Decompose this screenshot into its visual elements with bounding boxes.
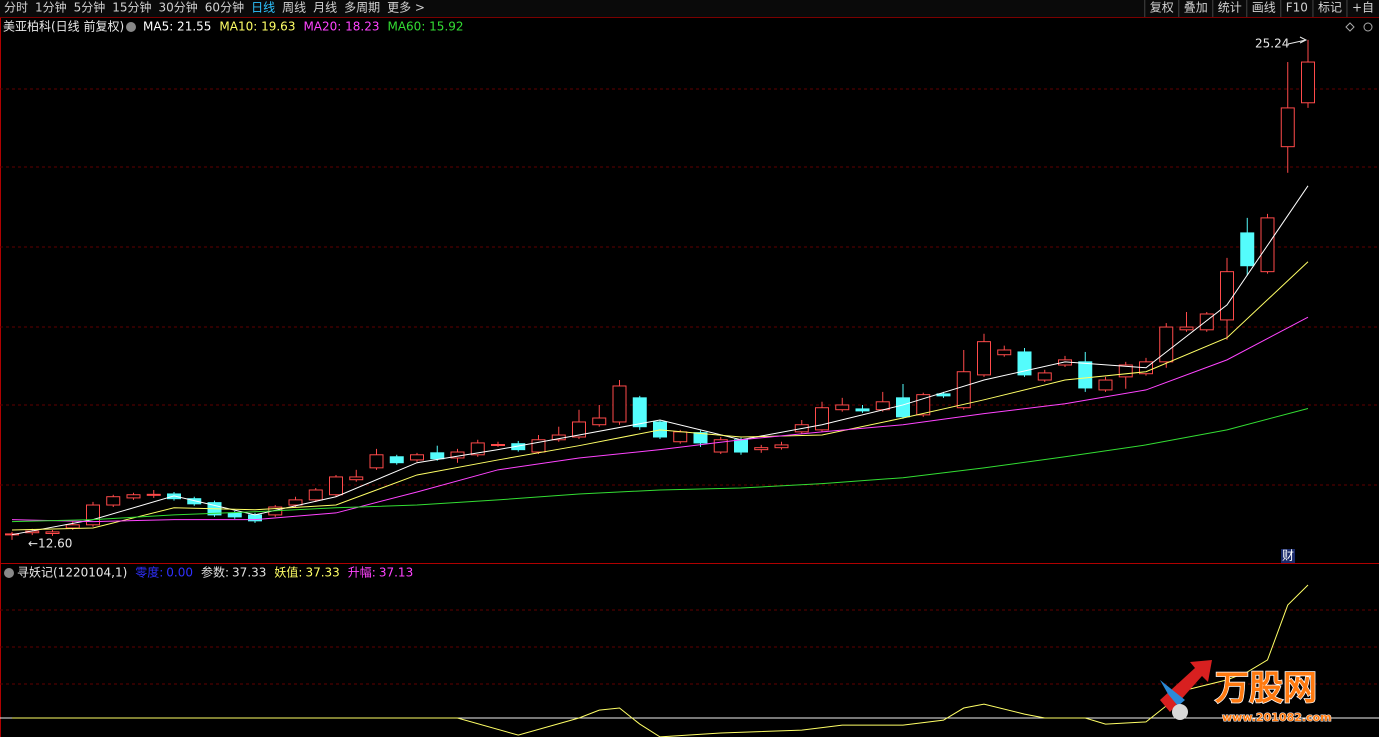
candle-body: [410, 454, 424, 461]
stock-title: 美亚柏科(日线 前复权): [3, 19, 124, 34]
candle-body: [956, 371, 971, 409]
candle-body: [491, 444, 505, 447]
candle-body: [187, 498, 202, 505]
watermark-logo: 万股网: [1215, 669, 1317, 709]
toolbar-tab[interactable]: 15分钟: [112, 0, 151, 15]
indicator-legend-name: 妖值:: [274, 565, 302, 580]
toolbar-tab[interactable]: 1分钟: [35, 0, 67, 15]
candle-body: [977, 341, 991, 376]
candle-body: [997, 349, 1012, 356]
toolbar-button[interactable]: +自: [1352, 1, 1374, 15]
logo-ball: [1172, 704, 1188, 720]
candle-body: [308, 489, 323, 501]
ma-line: [11, 408, 1309, 523]
toolbar-button[interactable]: 标记: [1318, 1, 1342, 15]
ma-line: [11, 316, 1309, 523]
candle-body: [1280, 107, 1295, 148]
candle-body: [1220, 271, 1234, 321]
candle-body: [288, 499, 303, 506]
candle-body: [1078, 361, 1093, 389]
candle-body: [389, 456, 404, 464]
toolbar-bg: [0, 0, 1379, 17]
indicator-line: [12, 584, 1309, 737]
indicator-legend-value: 37.33: [232, 566, 266, 580]
candle-body: [754, 447, 769, 451]
candle-body: [1240, 232, 1255, 267]
indicator-title: 寻妖记(1220104,1): [17, 566, 127, 580]
watermark-url: www.201082.com: [1222, 711, 1332, 724]
candle-body: [1118, 364, 1133, 378]
candle-body: [693, 432, 708, 444]
diamond-icon[interactable]: [1345, 22, 1355, 32]
toolbar-button[interactable]: 复权: [1150, 1, 1174, 15]
indicator-legend-value: 37.13: [379, 566, 413, 580]
indicator-legend-value: 37.33: [305, 566, 339, 580]
toolbar-tab[interactable]: 周线: [282, 1, 306, 15]
candle-body: [369, 454, 384, 469]
toolbar-tab[interactable]: 分时: [4, 1, 28, 15]
candle-body: [1017, 351, 1032, 376]
high-arrow: [1287, 36, 1308, 45]
indicator-legend-name: 参数:: [201, 565, 229, 580]
candle-body: [329, 476, 343, 496]
candle-body: [146, 493, 161, 496]
logo-arrow: [1160, 680, 1185, 706]
toolbar-tab[interactable]: 日线: [251, 1, 275, 15]
candle-body: [612, 385, 627, 423]
toolbar-button[interactable]: F10: [1286, 1, 1308, 15]
candle-body: [65, 524, 80, 529]
dropdown-icon[interactable]: [4, 568, 14, 578]
candle-body: [896, 397, 910, 418]
toolbar-button[interactable]: 叠加: [1184, 1, 1208, 15]
candle-body: [1179, 326, 1194, 331]
indicator-legend-value: 0.00: [166, 566, 193, 580]
candle-body: [1159, 326, 1174, 363]
ma-legend: MA5: 21.55: [143, 20, 211, 34]
candle-body: [572, 421, 586, 438]
candle-body: [1301, 61, 1315, 104]
toolbar-tab[interactable]: 60分钟: [205, 0, 244, 15]
ma-line: [11, 185, 1309, 536]
toolbar-tab[interactable]: 30分钟: [159, 0, 198, 15]
candle-body: [632, 397, 647, 428]
indicator-legend-name: 升幅:: [348, 565, 376, 580]
settings-icon[interactable]: [1363, 22, 1373, 32]
ma-legend: MA20: 18.23: [303, 20, 379, 34]
candle-body: [855, 408, 870, 412]
ma-legend: MA60: 15.92: [387, 20, 463, 34]
candle-body: [470, 442, 485, 456]
candle-body: [227, 512, 242, 518]
high-label: 25.24: [1255, 37, 1289, 51]
toolbar-tab[interactable]: 月线: [313, 1, 337, 15]
candle-body: [592, 417, 607, 426]
toolbar-button[interactable]: 画线: [1252, 1, 1276, 15]
indicator-legend-name: 零度:: [135, 565, 163, 580]
candle-body: [45, 531, 60, 534]
toolbar-tab[interactable]: 5分钟: [74, 0, 106, 15]
candle-body: [1199, 313, 1214, 331]
low-label: ←12.60: [28, 537, 72, 551]
candle-body: [1098, 379, 1113, 391]
finance-marker[interactable]: 财: [1282, 549, 1294, 563]
candle-body: [430, 452, 445, 460]
candle-body: [774, 444, 789, 449]
candle-body: [126, 494, 141, 499]
candle-body: [349, 476, 364, 481]
dropdown-icon[interactable]: [126, 22, 136, 32]
toolbar-button[interactable]: 统计: [1218, 1, 1242, 15]
ma-legend: MA10: 19.63: [219, 20, 295, 34]
toolbar-tab[interactable]: 多周期: [344, 1, 380, 15]
candle-body: [1037, 372, 1052, 381]
candle-body: [106, 496, 121, 506]
candle-body: [835, 404, 850, 411]
ma-line: [11, 261, 1309, 531]
marker-bg: [1281, 549, 1295, 563]
candle-body: [673, 431, 688, 443]
toolbar-tab[interactable]: 更多 >: [387, 1, 425, 15]
candle-body: [815, 407, 829, 431]
candle-body: [734, 439, 748, 453]
